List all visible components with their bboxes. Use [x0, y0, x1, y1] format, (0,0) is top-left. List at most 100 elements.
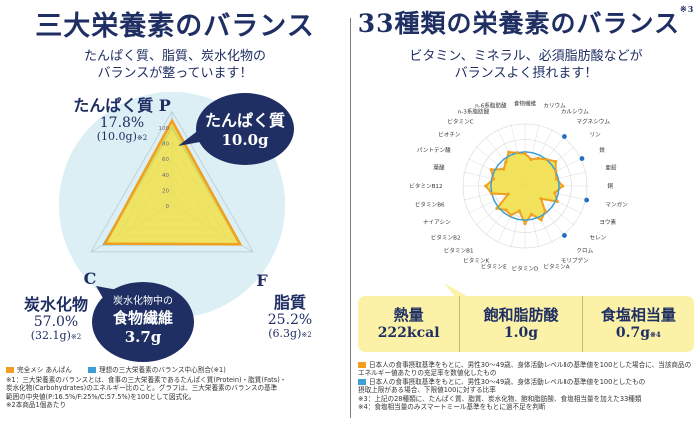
right-legend-item-product: 日本人の食事摂取基準をもとに、男性30〜49歳、身体活動レベルⅡの基準値を100… — [358, 361, 696, 378]
stat-salt: 食塩相当量 0.7g※4 — [583, 296, 694, 352]
nutrient-axis-label: マンガン — [605, 200, 628, 208]
right-title: 33種類の栄養素のバランス※3 — [352, 4, 700, 40]
radar-scale-label: 60 — [162, 157, 169, 163]
fat-grams: (6.3g) — [268, 327, 302, 341]
left-note-1: ※1：三大栄養素のバランスとは、食事の三大栄養素であるたんぱく質(Protein… — [6, 376, 287, 384]
nutrient-axis-label: 銅 — [607, 182, 613, 190]
nutrient-point — [554, 159, 558, 164]
nutrient-axis-label: モリブデン — [561, 256, 589, 264]
stat-satfat-value: 1.0g — [503, 325, 539, 341]
nutrient-point — [507, 150, 511, 154]
fiber-bubble-line3: 3.7g — [124, 328, 162, 346]
nutrient-axis-label: リン — [589, 133, 601, 139]
nutrient-axis-label: ビタミンD — [512, 264, 539, 272]
nutrient-point — [504, 160, 508, 164]
nutrient-point — [515, 151, 520, 155]
protein-bubble-line2: 10.0g — [221, 131, 269, 149]
right-subtitle-line1: ビタミン、ミネラル、必須脂肪酸などが — [409, 49, 643, 64]
nutrient-axis-label: ヨウ素 — [599, 218, 616, 226]
nutrient-point — [509, 213, 513, 217]
nutrient-point — [489, 168, 493, 172]
product-balance-triangle — [103, 118, 243, 246]
nutrient-axis-label: ビタミンB2 — [431, 233, 461, 241]
nutrient-axis-label: 葉酸 — [433, 164, 445, 172]
panel-divider — [350, 18, 351, 418]
protein-label: たんぱく質 P 17.8% (10.0g)※2 — [62, 96, 182, 144]
stat-satfat: 飽和脂肪酸 1.0g — [460, 296, 583, 352]
nutrient-point — [560, 184, 565, 188]
left-legend: 完全メシ あんぱん 理想の三大栄養素のバランス中心割合(※1) — [6, 366, 346, 374]
left-title: 三大栄養素のバランス — [35, 11, 315, 42]
radar-scale-label: 40 — [162, 173, 169, 179]
protein-bubble-line1: たんぱく質 — [204, 111, 285, 130]
right-title-mark: ※3 — [680, 4, 695, 14]
nutrient-axis-label: n-6系脂肪酸 — [475, 102, 507, 110]
nutrient-axis-label: n-3系脂肪酸 — [458, 108, 490, 116]
radar-grid-ring — [90, 110, 254, 253]
nutrient-point — [536, 156, 540, 160]
nutrient-point — [543, 209, 547, 213]
fiber-bubble-line2: 食物繊維 — [112, 309, 173, 327]
right-legend: 日本人の食事摂取基準をもとに、男性30〜49歳、身体活動レベルⅡの基準値を100… — [358, 361, 696, 411]
fiber-bubble-line1: 炭水化物中の — [113, 296, 173, 307]
stat-salt-mark: ※4 — [650, 330, 661, 339]
nutrient-point — [544, 157, 548, 161]
nutrient-limit-dot — [579, 156, 585, 161]
nutrient-point — [502, 167, 506, 171]
nutrient-point — [517, 209, 521, 213]
carbs-grams: (32.1g) — [30, 329, 71, 343]
nutrient-axis-label: ビタミンB6 — [415, 200, 445, 208]
fiber-bubble-tail — [0, 0, 350, 440]
left-legend-item-product: 完全メシ あんぱん — [6, 366, 72, 374]
nutrient-axis-label: ビオチン — [438, 131, 461, 139]
protein-bubble-tail — [178, 126, 204, 146]
nutrient-axis-label: ビタミンC — [447, 118, 473, 126]
stat-energy: 熱量 222kcal — [358, 296, 461, 352]
protein-mark: ※2 — [136, 134, 148, 143]
nutrient-axis-label: クロム — [576, 247, 593, 254]
legend-swatch-blue — [87, 367, 96, 373]
protein-pct: 17.8% — [99, 115, 145, 132]
macronutrient-panel: 三大栄養素のバランス たんぱく質、脂質、炭水化物の バランスが整っています！ 1… — [0, 0, 350, 440]
left-note-3: 範囲の中央値(P:16.5%/F:25%/C:57.5%)を100として図式化。 — [6, 392, 196, 401]
radar-scale-label: 20 — [162, 188, 169, 194]
right-legend-item-reference: 日本人の食事摂取基準をもとに、男性30〜49歳、身体活動レベルⅡの基準値を100… — [358, 378, 696, 386]
nutrient-point — [490, 191, 494, 196]
left-legend-product-label: 完全メシ あんぱん — [17, 366, 72, 374]
protein-letter: P — [158, 96, 171, 115]
carbs-name: 炭水化物 — [23, 295, 88, 314]
radar-scale-label: 0 — [166, 204, 170, 210]
left-notes: ※1：三大栄養素のバランスとは、食事の三大栄養素であるたんぱく質(Protein… — [6, 376, 348, 410]
nutrient-point — [523, 221, 527, 226]
nutrient-axis-label: マグネシウム — [576, 118, 610, 126]
fat-name: 脂質 — [273, 293, 306, 312]
left-note-2: 炭水化物(Carbohydrates)のエネルギー比のこと。グラフは、三大栄養素… — [6, 384, 278, 393]
nutrient-point — [539, 197, 543, 201]
nutrient-axis-label: ビタミンE — [481, 262, 507, 270]
right-legend-reference-label: 日本人の食事摂取基準をもとに、男性30〜49歳、身体活動レベルⅡの基準値を100… — [369, 377, 646, 386]
legend-swatch-orange — [358, 362, 366, 368]
carbs-letter: C — [83, 269, 97, 288]
right-legend-product-label: 日本人の食事摂取基準をもとに、男性30〜49歳、身体活動レベルⅡの基準値を100… — [358, 361, 692, 378]
nutrient-point — [491, 177, 496, 181]
nutrient-point — [553, 191, 557, 195]
nutrient-point — [495, 206, 499, 210]
nutrient-point — [504, 208, 508, 212]
nutrient-axis-label: カルシウム — [561, 108, 589, 116]
nutrient-point — [539, 218, 543, 222]
nutrient-point — [554, 169, 558, 173]
nutrient-point — [506, 192, 510, 196]
nutrient-point — [554, 177, 559, 181]
left-subtitle-line1: たんぱく質、脂質、炭水化物の — [83, 49, 266, 64]
nutrient-axis-label: ビタミンB12 — [409, 182, 442, 190]
nutrient-limit-dot — [562, 233, 567, 238]
radar-scale-label: 100 — [159, 126, 170, 132]
right-note-2: ※3：上記の28種類に、たんぱく質、脂質、炭水化物、飽和脂肪酸、食塩相当量を加え… — [358, 394, 642, 403]
nutrient-point — [529, 157, 533, 162]
left-legend-item-ideal: 理想の三大栄養素のバランス中心割合(※1) — [87, 366, 226, 374]
nutrient-reference-circle — [490, 151, 560, 221]
stats-box: 熱量 222kcal 飽和脂肪酸 1.0g 食塩相当量 0.7g※4 — [358, 296, 694, 352]
nutrient-axis-label: セレン — [589, 234, 606, 241]
nutrient-axis-label: 食物繊維 — [514, 100, 537, 108]
protein-name: たんぱく質 — [73, 96, 154, 115]
